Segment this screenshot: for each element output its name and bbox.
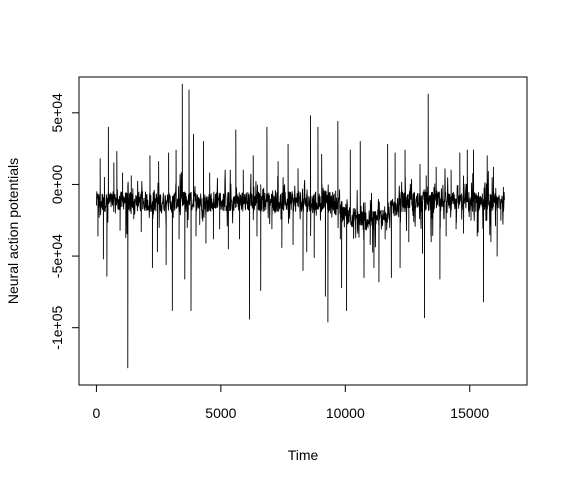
- y-tick-label: -1e+05: [49, 305, 65, 349]
- series-layer: [96, 83, 505, 369]
- series-line: [96, 83, 505, 369]
- y-tick-label: -5e+04: [49, 234, 65, 278]
- x-tick-label: 5000: [205, 405, 236, 421]
- y-tick-label: 0e+00: [49, 165, 65, 205]
- x-tick-label: 10000: [326, 405, 365, 421]
- y-axis-title: Neural action potentials: [5, 158, 21, 304]
- x-tick-label: 0: [93, 405, 101, 421]
- x-axis-title: Time: [288, 447, 319, 463]
- y-tick-label: 5e+04: [49, 93, 65, 133]
- x-axis: 0 5000 10000 15000: [93, 384, 489, 421]
- y-axis: -1e+05 -5e+04 0e+00 5e+04: [49, 93, 80, 350]
- x-tick-label: 15000: [450, 405, 489, 421]
